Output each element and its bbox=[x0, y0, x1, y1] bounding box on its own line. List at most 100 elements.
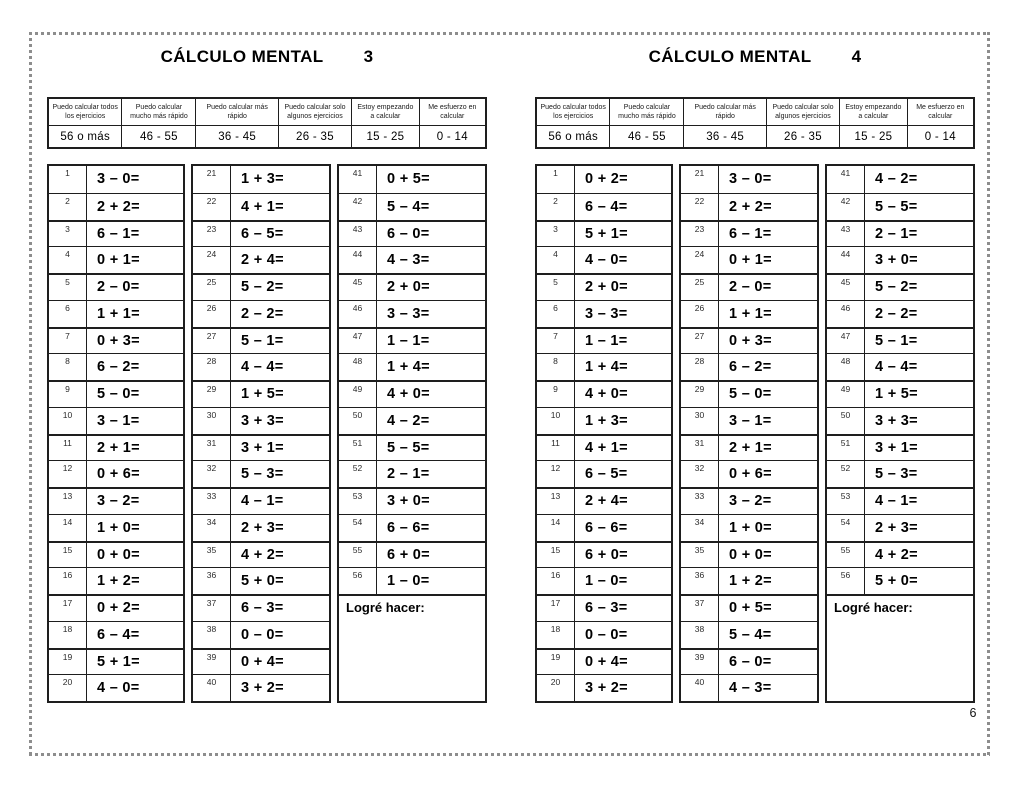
exercise-expression: 5 – 5= bbox=[875, 198, 918, 215]
worksheet-title: CÁLCULO MENTAL 4 bbox=[535, 47, 975, 68]
exercise-row: 25 5 – 2= bbox=[193, 273, 329, 300]
exercise-row: 12 0 + 6= bbox=[49, 460, 183, 487]
exercise-number: 12 bbox=[537, 461, 575, 487]
exercise-number: 26 bbox=[681, 300, 719, 327]
exercise-row: 1 3 – 0= bbox=[49, 166, 183, 193]
exercise-number: 51 bbox=[339, 435, 377, 461]
exercise-number: 40 bbox=[681, 675, 719, 701]
exercise-row: 10 1 + 3= bbox=[537, 406, 671, 434]
exercise-expression: 4 – 3= bbox=[387, 252, 430, 269]
exercise-row: 48 4 – 4= bbox=[827, 353, 973, 380]
legend-score-range: 15 - 25 bbox=[839, 126, 907, 147]
exercise-row: 11 4 + 1= bbox=[537, 433, 671, 461]
exercise-row: 54 2 + 3= bbox=[827, 513, 973, 541]
exercise-row: 15 0 + 0= bbox=[49, 540, 183, 568]
exercise-expression: 0 + 2= bbox=[97, 600, 140, 617]
exercise-row: 23 6 – 1= bbox=[681, 219, 817, 247]
exercise-expression: 3 + 0= bbox=[387, 493, 430, 510]
exercise-expression: 3 + 2= bbox=[241, 680, 284, 697]
exercise-expression: 5 – 1= bbox=[241, 332, 284, 349]
exercise-number: 45 bbox=[827, 275, 865, 300]
exercise-number: 22 bbox=[193, 193, 231, 220]
exercise-number: 42 bbox=[339, 193, 377, 220]
exercise-expression: 1 + 2= bbox=[97, 573, 140, 590]
exercise-number: 33 bbox=[681, 489, 719, 514]
exercise-row: 2 6 – 4= bbox=[537, 192, 671, 220]
exercise-row: 7 1 – 1= bbox=[537, 326, 671, 354]
exercise-expression: 0 + 4= bbox=[241, 653, 284, 670]
exercise-row: 31 3 + 1= bbox=[193, 433, 329, 461]
exercise-row: 47 5 – 1= bbox=[827, 326, 973, 354]
worksheet-number: 3 bbox=[363, 47, 374, 66]
exercise-number: 4 bbox=[537, 247, 575, 273]
legend-category-label: Puedo calcular solo algunos ejercicios bbox=[277, 99, 352, 126]
exercise-number: 42 bbox=[827, 193, 865, 220]
exercise-number: 51 bbox=[827, 435, 865, 461]
legend-category-label: Puedo calcular solo algunos ejercicios bbox=[765, 99, 840, 126]
exercise-row: 16 1 + 2= bbox=[49, 567, 183, 594]
exercise-number: 55 bbox=[827, 542, 865, 568]
exercise-number: 54 bbox=[339, 514, 377, 541]
exercise-expression: 3 + 1= bbox=[875, 439, 918, 456]
exercise-number: 40 bbox=[193, 675, 231, 701]
exercise-number: 27 bbox=[681, 328, 719, 354]
exercise-expression: 1 + 1= bbox=[97, 305, 140, 322]
exercise-number: 23 bbox=[681, 221, 719, 247]
exercise-expression: 0 – 0= bbox=[585, 626, 628, 643]
exercise-row: 52 5 – 3= bbox=[827, 460, 973, 487]
exercise-row: 44 3 + 0= bbox=[827, 246, 973, 273]
exercise-expression: 5 – 4= bbox=[387, 198, 430, 215]
exercise-expression: 5 – 4= bbox=[729, 626, 772, 643]
exercise-row: 21 1 + 3= bbox=[193, 166, 329, 193]
exercise-number: 50 bbox=[827, 407, 865, 434]
exercise-number: 8 bbox=[49, 354, 87, 380]
exercise-expression: 3 – 2= bbox=[729, 493, 772, 510]
exercise-column-1: 1 3 – 0= 2 2 + 2= 3 6 – 1= 4 0 + 1= 5 2 – 0= 6 1 + … bbox=[47, 164, 185, 703]
exercise-row: 31 2 + 1= bbox=[681, 433, 817, 461]
exercise-row: 23 6 – 5= bbox=[193, 219, 329, 247]
exercise-number: 56 bbox=[339, 568, 377, 594]
exercise-expression: 1 – 0= bbox=[585, 573, 628, 590]
exercise-row: 11 2 + 1= bbox=[49, 433, 183, 461]
exercise-number: 39 bbox=[681, 649, 719, 675]
legend-category-label: Puedo calcular más rápido bbox=[683, 99, 766, 126]
exercise-number: 34 bbox=[681, 514, 719, 541]
exercise-expression: 5 – 0= bbox=[729, 386, 772, 403]
page-border-top bbox=[29, 32, 990, 35]
exercise-column-1: 1 0 + 2= 2 6 – 4= 3 5 + 1= 4 4 – 0= 5 2 + 0= 6 3 – … bbox=[535, 164, 673, 703]
exercise-row: 53 3 + 0= bbox=[339, 487, 485, 514]
exercise-number: 43 bbox=[339, 221, 377, 247]
exercise-number: 47 bbox=[339, 328, 377, 354]
exercise-expression: 3 – 3= bbox=[585, 305, 628, 322]
exercise-row: 43 6 – 0= bbox=[339, 219, 485, 247]
exercise-row: 35 4 + 2= bbox=[193, 540, 329, 568]
exercise-row: 18 0 – 0= bbox=[537, 620, 671, 648]
worksheet-title: CÁLCULO MENTAL 3 bbox=[47, 47, 487, 68]
exercise-number: 27 bbox=[193, 328, 231, 354]
exercise-number: 3 bbox=[537, 221, 575, 247]
exercise-number: 24 bbox=[681, 247, 719, 273]
exercise-expression: 1 + 0= bbox=[97, 519, 140, 536]
exercise-expression: 6 – 1= bbox=[729, 225, 772, 242]
exercise-row: 33 3 – 2= bbox=[681, 487, 817, 514]
exercise-number: 50 bbox=[339, 407, 377, 434]
exercise-expression: 2 + 3= bbox=[241, 519, 284, 536]
exercise-row: 22 2 + 2= bbox=[681, 192, 817, 220]
exercise-expression: 6 – 0= bbox=[729, 653, 772, 670]
exercise-number: 10 bbox=[537, 407, 575, 434]
exercise-expression: 6 + 0= bbox=[585, 546, 628, 563]
legend-score-range: 0 - 14 bbox=[418, 126, 485, 147]
exercise-row: 20 3 + 2= bbox=[537, 674, 671, 701]
legend-category-label: Estoy empezando a calcular bbox=[351, 99, 419, 126]
exercise-expression: 4 + 1= bbox=[241, 198, 284, 215]
exercise-row: 3 5 + 1= bbox=[537, 219, 671, 247]
exercise-number: 16 bbox=[49, 568, 87, 594]
exercise-number: 4 bbox=[49, 247, 87, 273]
exercise-expression: 0 + 1= bbox=[97, 252, 140, 269]
exercise-number: 45 bbox=[339, 275, 377, 300]
exercise-expression: 3 – 2= bbox=[97, 493, 140, 510]
exercise-row: 24 0 + 1= bbox=[681, 246, 817, 273]
exercise-number: 31 bbox=[193, 435, 231, 461]
exercise-row: 32 5 – 3= bbox=[193, 460, 329, 487]
exercise-number: 2 bbox=[49, 193, 87, 220]
